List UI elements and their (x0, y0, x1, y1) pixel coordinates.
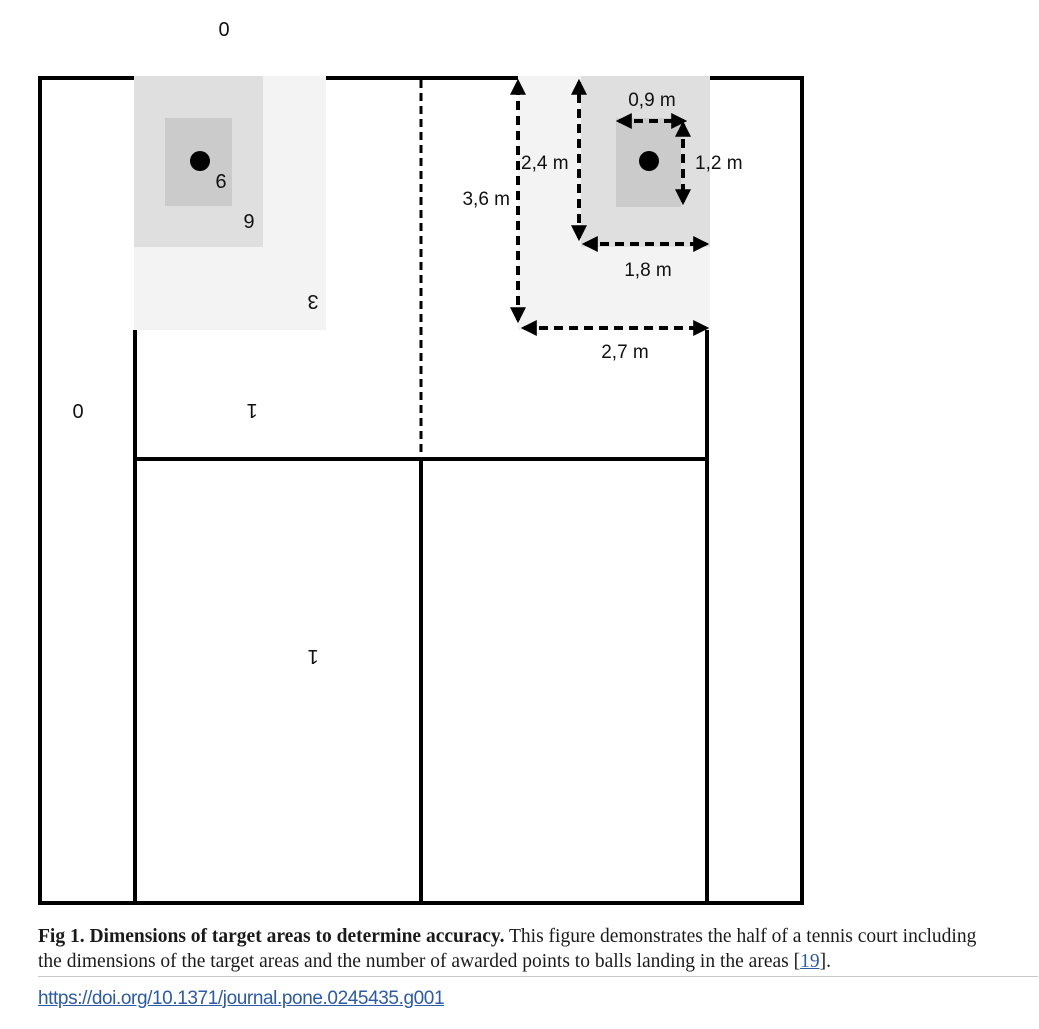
label-inner-width: 0,9 m (628, 90, 676, 111)
label-middle-height: 2,4 m (521, 153, 569, 174)
points-target-middle: 6 (243, 209, 254, 231)
label-outer-width: 2,7 m (601, 342, 649, 363)
caption-text-end: ]. (819, 951, 831, 972)
right-target-marker (639, 151, 659, 171)
right-target-zones (518, 76, 710, 330)
points-target-inner: 9 (215, 169, 226, 191)
point-labels: 0 0 9 6 3 1 1 (72, 19, 318, 667)
left-target-zones (134, 76, 326, 330)
caption-figure-number: Fig 1. (38, 926, 85, 947)
caption-reference-link[interactable]: 19 (800, 951, 820, 972)
label-outer-height: 3,6 m (462, 189, 510, 210)
points-target-outer: 3 (307, 290, 318, 312)
dimension-labels: 3,6 m 2,4 m 0,9 m 1,2 m 1,8 m 2,7 m (462, 90, 742, 363)
tennis-court-target-diagram: 0 0 9 6 3 1 1 3,6 m 2,4 m 0,9 m 1,2 m 1,… (38, 19, 804, 905)
points-outside-top: 0 (218, 19, 229, 41)
caption-divider (38, 976, 1038, 977)
caption-text: This figure demonstrates the half of a t… (38, 926, 977, 972)
points-outside-left: 0 (72, 401, 83, 423)
label-middle-width: 1,8 m (624, 260, 672, 281)
points-backcourt: 1 (307, 645, 318, 667)
caption-title: Dimensions of target areas to determine … (89, 926, 505, 947)
figure-caption: Fig 1. Dimensions of target areas to det… (38, 924, 998, 974)
dimension-arrows (510, 78, 710, 336)
label-inner-height: 1,2 m (695, 153, 743, 174)
doi-link[interactable]: https://doi.org/10.1371/journal.pone.024… (38, 988, 445, 1009)
points-service-box: 1 (246, 399, 257, 421)
court-lines (38, 76, 804, 905)
left-target-marker (190, 151, 210, 171)
